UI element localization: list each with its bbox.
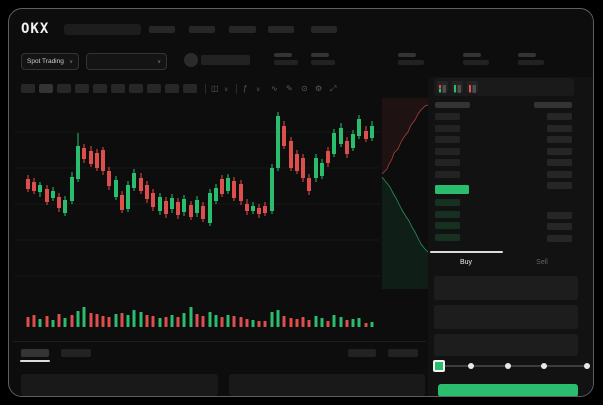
bid-row-amount-2[interactable] [547, 211, 572, 219]
camera-icon[interactable]: ⊙ [301, 84, 308, 93]
stat-label-3 [398, 53, 416, 57]
amount-input[interactable] [434, 305, 578, 329]
stat-label-2 [311, 53, 329, 57]
timeframe-button-10[interactable] [183, 84, 197, 93]
stat-value-5 [518, 60, 544, 65]
slider-stop-75[interactable] [541, 363, 547, 369]
timeframe-button-3[interactable] [57, 84, 71, 93]
ask-row-price-5[interactable] [435, 159, 460, 166]
nav-item-2[interactable] [189, 26, 215, 33]
tab-buy[interactable]: Buy [459, 259, 473, 266]
bid-row-amount-3[interactable] [547, 223, 572, 230]
toolbar-divider [236, 84, 237, 94]
chevron-down-icon[interactable]: ∨ [256, 87, 261, 93]
toolbar-divider [205, 84, 206, 94]
bid-row-price-4[interactable] [435, 233, 460, 241]
slider-stop-100[interactable] [584, 363, 590, 369]
stat-value-1 [274, 60, 298, 65]
ask-row-price-4[interactable] [435, 147, 460, 155]
bottom-divider [13, 341, 426, 342]
ask-row-price-1[interactable] [435, 113, 460, 120]
stat-label-1 [274, 53, 292, 57]
settings-icon[interactable]: ⚙ [315, 84, 323, 93]
timeframe-button-9[interactable] [165, 84, 179, 93]
last-price-bar[interactable] [435, 185, 469, 194]
stat-value-2 [311, 60, 335, 65]
nav-item-1[interactable] [149, 26, 175, 33]
ask-row-amount-4[interactable] [547, 147, 572, 155]
bottom-action-1[interactable] [348, 349, 376, 357]
ask-row-price-2[interactable] [435, 124, 460, 132]
line-tool-icon[interactable]: ∿ [271, 84, 278, 93]
nav-item-3[interactable] [229, 26, 256, 33]
nav-item-4[interactable] [268, 26, 294, 33]
market-type-label: Spot Trading [27, 58, 64, 65]
bid-row-price-3[interactable] [435, 222, 460, 229]
bid-row-price-2[interactable] [435, 210, 460, 218]
orderbook-bids-view-icon[interactable] [452, 81, 463, 93]
timeframe-button-5[interactable] [93, 84, 107, 93]
orders-panel-right [229, 374, 425, 396]
ask-row-price-6[interactable] [435, 170, 460, 178]
pair-select[interactable]: ∨ [86, 53, 167, 70]
slider-handle[interactable] [433, 360, 445, 372]
orderbook-asks-view-icon[interactable] [467, 81, 478, 93]
stat-label-5 [518, 53, 536, 57]
ask-row-amount-3[interactable] [547, 136, 572, 143]
bottom-tab-2[interactable] [61, 349, 91, 357]
search-input[interactable] [64, 24, 141, 35]
slider-stop-25[interactable] [468, 363, 474, 369]
buy-submit-button[interactable] [438, 384, 578, 396]
bid-row-amount-4[interactable] [547, 234, 572, 242]
nav-item-5[interactable] [311, 26, 337, 33]
draw-tool-icon[interactable]: ✎ [286, 84, 293, 93]
ask-row-amount-6[interactable] [547, 170, 572, 178]
ask-row-amount-7[interactable] [547, 182, 572, 189]
bid-row-price-1[interactable] [435, 199, 460, 206]
ask-row-price-3[interactable] [435, 136, 460, 143]
stat-label-4 [463, 53, 481, 57]
stat-value-3 [398, 60, 424, 65]
orderbook-split-view-icon[interactable] [437, 81, 448, 93]
timeframe-button-1[interactable] [21, 84, 35, 93]
pair-name-placeholder [201, 55, 250, 65]
orderbook-col-header-amount [534, 102, 572, 108]
timeframe-button-8[interactable] [147, 84, 161, 93]
chevron-down-icon: ∨ [157, 58, 161, 65]
market-type-select[interactable]: Spot Trading ∨ [21, 53, 79, 70]
candle-style-icon[interactable]: ◫ [211, 84, 219, 93]
buy-tab-indicator [430, 251, 503, 253]
ask-row-amount-2[interactable] [547, 124, 572, 132]
ask-row-amount-1[interactable] [547, 113, 572, 120]
chevron-down-icon: ∨ [69, 58, 73, 65]
tab-sell[interactable]: Sell [536, 259, 548, 266]
total-input[interactable] [434, 334, 578, 356]
bottom-action-2[interactable] [388, 349, 418, 357]
timeframe-button-7[interactable] [129, 84, 143, 93]
orderbook-col-header-price [435, 102, 470, 108]
indicator-icon[interactable]: ƒ [243, 84, 248, 93]
chevron-down-icon[interactable]: ∨ [224, 87, 229, 93]
bottom-tab-1-indicator [20, 360, 50, 362]
stat-value-4 [463, 60, 489, 65]
timeframe-button-4[interactable] [75, 84, 89, 93]
amount-slider[interactable] [435, 365, 589, 367]
coin-avatar [184, 53, 198, 67]
bottom-tab-1[interactable] [21, 349, 49, 357]
ask-row-amount-5[interactable] [547, 159, 572, 166]
okx-logo: OKX [21, 21, 50, 37]
timeframe-button-6[interactable] [111, 84, 125, 93]
orders-panel-left [21, 374, 218, 396]
app-window: OKX Spot Trading ∨ ∨ ◫ ∨ ƒ ∨ ∿ ✎ ⊙ ⚙ ⤢ [8, 8, 594, 397]
slider-stop-50[interactable] [505, 363, 511, 369]
fullscreen-icon[interactable]: ⤢ [330, 84, 337, 93]
price-input[interactable] [434, 276, 578, 300]
price-chart[interactable] [9, 9, 594, 397]
timeframe-button-2[interactable] [39, 84, 53, 93]
